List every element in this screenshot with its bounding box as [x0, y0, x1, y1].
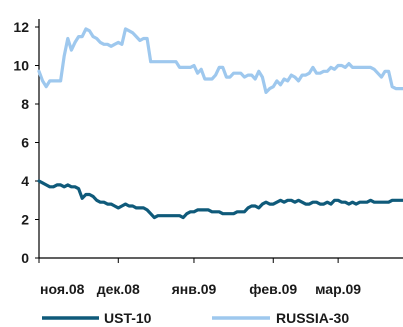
legend: UST-10 RUSSIA-30 — [42, 310, 349, 326]
series-line-ust-10 — [37, 179, 403, 220]
x-tick-label: фев.09 — [249, 281, 297, 297]
x-tick-label: дек.08 — [97, 281, 140, 297]
x-tick-label: янв.09 — [172, 281, 217, 297]
legend-label: RUSSIA-30 — [276, 310, 349, 326]
y-tick-label: 2 — [21, 212, 29, 228]
y-tick-label: 12 — [13, 19, 29, 35]
chart-axes — [38, 19, 403, 259]
x-tick-label: ноя.08 — [40, 281, 85, 297]
series-line-russia-30 — [37, 27, 403, 95]
x-axis-ticks: ноя.08 дек.08 янв.09 фев.09 мар.09 — [38, 258, 361, 297]
y-tick-label: 10 — [13, 58, 29, 74]
series-lines — [37, 27, 403, 220]
x-tick-label: мар.09 — [315, 281, 361, 297]
y-tick-label: 4 — [21, 173, 29, 189]
y-tick-label: 8 — [21, 96, 29, 112]
legend-label: UST-10 — [104, 310, 152, 326]
y-tick-label: 6 — [21, 135, 29, 151]
y-tick-label: 0 — [21, 250, 29, 266]
y-axis-ticks: 0 2 4 6 8 10 12 — [13, 19, 39, 266]
